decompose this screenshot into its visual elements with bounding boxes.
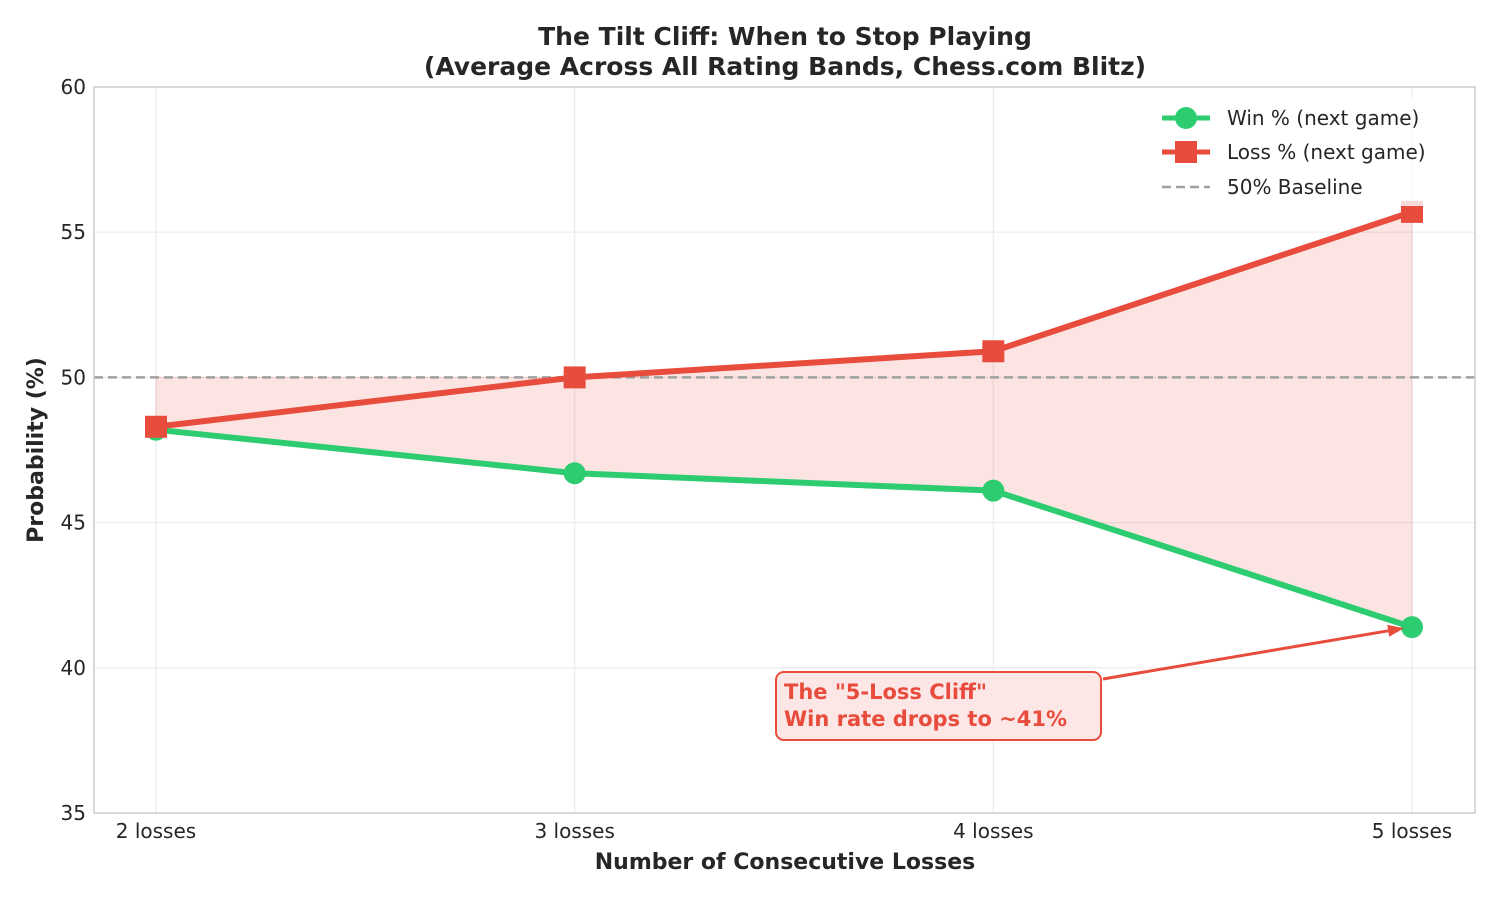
annotation-arrow-line (1102, 629, 1389, 681)
y-tick-label-1: 40 (61, 656, 86, 680)
series-markers (145, 200, 1423, 639)
legend-win-label: Win % (next game) (1227, 106, 1419, 130)
x-tick-label-2: 4 losses (953, 819, 1033, 843)
loss-series-line (153, 208, 1415, 430)
loss-point-2 (982, 340, 1005, 363)
chart-title-line-2: (Average Across All Rating Bands, Chess.… (424, 52, 1146, 81)
chart-title-line-1: The Tilt Cliff: When to Stop Playing (538, 22, 1032, 51)
annotation-line-1: The "5-Loss Cliff" (784, 680, 987, 704)
win-point-1 (563, 462, 586, 485)
y-tick-label-4: 55 (61, 220, 86, 244)
x-tick-label-1: 3 losses (534, 819, 614, 843)
legend-baseline-label: 50% Baseline (1227, 175, 1363, 199)
legend: Win % (next game) Loss % (next game) 50%… (1150, 98, 1465, 206)
y-axis-label: Probability (%) (24, 357, 49, 543)
x-tick-label-0: 2 losses (116, 819, 196, 843)
win-point-3 (1401, 616, 1423, 639)
legend-loss-marker (1175, 141, 1197, 163)
x-tick-labels: 2 losses 3 losses 4 losses 5 losses (116, 819, 1452, 843)
y-tick-label-5: 60 (61, 75, 86, 99)
annotation-box (775, 671, 1102, 741)
legend-loss-label: Loss % (next game) (1227, 140, 1426, 164)
y-tick-label-3: 50 (61, 365, 86, 389)
plot-frame (93, 86, 1476, 814)
series-lines (153, 208, 1415, 631)
loss-point-3 (1401, 200, 1423, 223)
legend-win-marker (1175, 107, 1197, 129)
y-tick-label-2: 45 (61, 511, 86, 535)
annotation-arrowhead (1387, 624, 1404, 637)
win-series-line (153, 426, 1415, 631)
y-tick-label-0: 35 (61, 801, 86, 825)
loss-point-0 (145, 415, 167, 438)
y-tick-labels: 35 40 45 50 55 60 (61, 75, 86, 825)
loss-point-1 (563, 366, 586, 389)
x-axis-label: Number of Consecutive Losses (595, 850, 975, 875)
x-tick-label-3: 5 losses (1372, 819, 1452, 843)
annotation-line-2: Win rate drops to ~41% (784, 707, 1067, 731)
win-point-2 (982, 479, 1005, 502)
annotation: The "5-Loss Cliff" Win rate drops to ~41… (775, 624, 1404, 741)
